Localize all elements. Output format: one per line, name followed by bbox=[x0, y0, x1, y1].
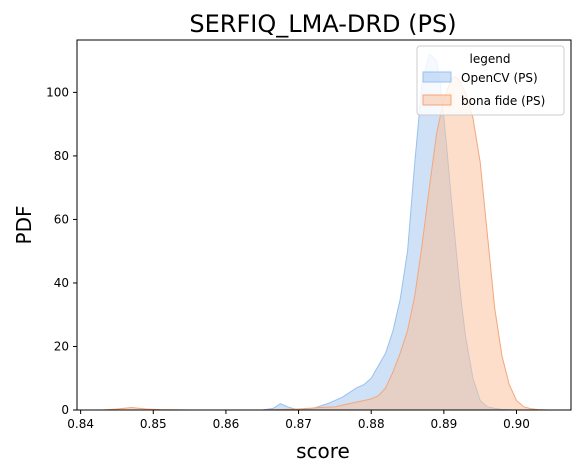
y-tick-label: 60 bbox=[54, 212, 69, 226]
legend-title: legend bbox=[470, 52, 511, 66]
legend-label-opencv: OpenCV (PS) bbox=[461, 71, 538, 85]
y-tick-label: 20 bbox=[54, 339, 69, 353]
y-tick-label: 0 bbox=[61, 403, 69, 417]
x-tick-label: 0.84 bbox=[67, 417, 94, 431]
legend-box bbox=[416, 45, 565, 116]
plot-frame bbox=[76, 39, 572, 411]
x-axis: 0.84 0.85 0.86 0.87 0.88 0.89 0.90 bbox=[67, 410, 530, 431]
chart-title: SERFIQ_LMA-DRD (PS) bbox=[189, 10, 456, 38]
y-tick-label: 80 bbox=[54, 149, 69, 163]
legend: legend OpenCV (PS) bona fide (PS) bbox=[416, 45, 565, 116]
legend-swatch-bona-fide bbox=[422, 94, 452, 106]
y-tick-label: 40 bbox=[54, 276, 69, 290]
x-axis-title: score bbox=[296, 439, 350, 463]
y-axis-title: PDF bbox=[12, 206, 36, 245]
x-tick-label: 0.86 bbox=[213, 417, 240, 431]
x-tick-label: 0.89 bbox=[431, 417, 458, 431]
y-tick-label: 100 bbox=[46, 85, 69, 99]
legend-swatch-opencv bbox=[422, 71, 452, 83]
legend-label-bona-fide: bona fide (PS) bbox=[461, 94, 545, 108]
x-tick-label: 0.85 bbox=[140, 417, 167, 431]
area-bona-fide-ps bbox=[102, 76, 550, 411]
x-tick-label: 0.88 bbox=[358, 417, 385, 431]
x-tick-label: 0.90 bbox=[503, 417, 530, 431]
y-axis: 0 20 40 60 80 100 bbox=[46, 85, 77, 417]
x-tick-label: 0.87 bbox=[285, 417, 312, 431]
